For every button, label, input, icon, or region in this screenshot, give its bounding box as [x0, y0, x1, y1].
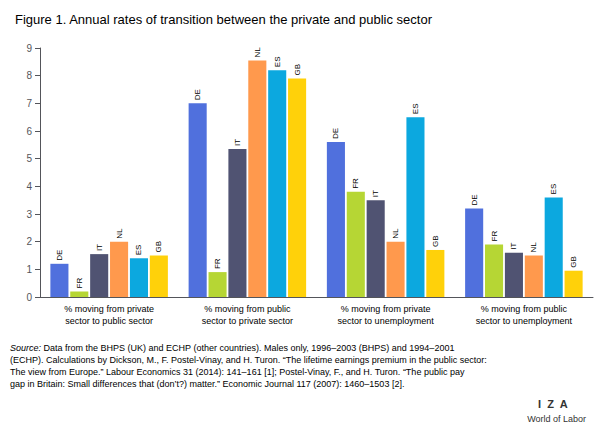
svg-text:IT: IT: [233, 139, 242, 146]
svg-text:7: 7: [26, 98, 32, 109]
svg-text:NL: NL: [391, 228, 400, 239]
svg-text:(ECHP). Calculations by Dickso: (ECHP). Calculations by Dickson, M., F. …: [10, 355, 487, 365]
svg-text:GB: GB: [431, 235, 440, 247]
svg-text:8: 8: [26, 70, 32, 81]
svg-text:2: 2: [26, 236, 32, 247]
svg-text:0: 0: [26, 292, 32, 303]
svg-text:% moving from private: % moving from private: [341, 304, 431, 314]
svg-text:World of Labor: World of Labor: [527, 414, 586, 424]
svg-text:DE: DE: [331, 128, 340, 139]
svg-text:NL: NL: [253, 47, 262, 58]
svg-text:3: 3: [26, 209, 32, 220]
svg-text:GB: GB: [569, 256, 578, 268]
svg-text:ES: ES: [549, 184, 558, 195]
svg-text:sector to private sector: sector to private sector: [202, 316, 293, 326]
svg-text:NL: NL: [529, 242, 538, 253]
svg-text:ES: ES: [273, 56, 282, 67]
svg-text:% moving from public: % moving from public: [204, 304, 291, 314]
svg-text:FR: FR: [351, 178, 360, 189]
svg-text:FR: FR: [490, 231, 499, 242]
svg-text:% moving from private: % moving from private: [64, 304, 154, 314]
svg-text:IT: IT: [371, 190, 380, 197]
svg-text:Data from the BHPS (UK) and EC: Data from the BHPS (UK) and ECHP (other …: [41, 343, 454, 353]
svg-text:The view from Europe.” Labour: The view from Europe.” Labour Economics …: [10, 367, 465, 377]
svg-text:% moving from public: % moving from public: [481, 304, 568, 314]
svg-text:sector to unemployment: sector to unemployment: [338, 316, 435, 326]
svg-text:GB: GB: [293, 64, 302, 76]
svg-text:6: 6: [26, 126, 32, 137]
svg-text:NL: NL: [115, 228, 124, 239]
svg-text:DE: DE: [193, 89, 202, 100]
svg-text:I Z A: I Z A: [538, 398, 568, 410]
svg-text:Source:: Source:: [10, 343, 42, 353]
svg-text:IT: IT: [95, 244, 104, 251]
svg-text:FR: FR: [75, 278, 84, 289]
svg-text:1: 1: [26, 264, 32, 275]
svg-text:IT: IT: [509, 243, 518, 250]
svg-text:sector to public sector: sector to public sector: [65, 316, 153, 326]
svg-text:DE: DE: [55, 250, 64, 261]
svg-text:ES: ES: [411, 103, 420, 114]
svg-text:4: 4: [26, 181, 32, 192]
svg-text:5: 5: [26, 153, 32, 164]
svg-text:gap in Britain: Small differen: gap in Britain: Small differences that (…: [10, 379, 404, 389]
svg-text:sector to unemployment: sector to unemployment: [476, 316, 573, 326]
svg-text:9: 9: [26, 43, 32, 54]
svg-text:Figure 1. Annual rates of tran: Figure 1. Annual rates of transition bet…: [15, 12, 433, 27]
svg-text:FR: FR: [213, 258, 222, 269]
svg-text:GB: GB: [154, 241, 163, 253]
svg-text:ES: ES: [134, 245, 143, 256]
svg-text:DE: DE: [470, 194, 479, 205]
